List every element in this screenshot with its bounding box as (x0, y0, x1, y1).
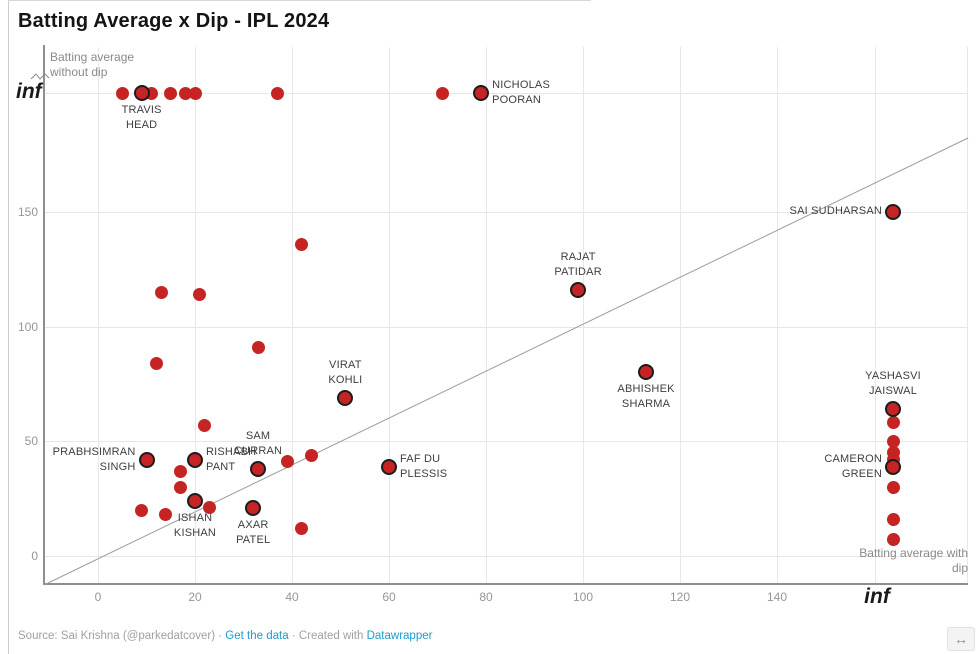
data-point[interactable] (149, 356, 163, 370)
gridline-horizontal (44, 93, 967, 94)
point-label: ABHISHEK SHARMA (617, 383, 675, 411)
data-point[interactable] (135, 503, 149, 517)
x-axis-tick-label: 120 (669, 590, 691, 604)
data-point[interactable] (173, 480, 187, 494)
get-the-data-link[interactable]: Get the data (225, 630, 289, 642)
x-axis-line (43, 583, 968, 585)
gridline-vertical (389, 47, 390, 584)
data-point[interactable] (188, 86, 202, 100)
data-point[interactable] (304, 448, 318, 462)
page-left-border (8, 0, 9, 654)
data-point-yashasvi-jaiswal[interactable] (885, 401, 901, 418)
data-point[interactable] (886, 512, 900, 526)
resize-handle-icon[interactable]: ↔ (947, 627, 975, 651)
data-point-abhishek-sharma[interactable] (638, 364, 655, 381)
data-point-axar-patel[interactable] (245, 499, 262, 516)
data-point-faf-du-plessis[interactable] (381, 458, 397, 475)
data-point[interactable] (886, 416, 900, 430)
footer-attribution: Source: Sai Krishna (@parkedatcover) · G… (18, 630, 432, 642)
data-point-rajat-patidar[interactable] (570, 281, 587, 298)
gridline-vertical (680, 47, 681, 584)
data-point[interactable] (173, 464, 187, 478)
data-point[interactable] (251, 340, 265, 354)
data-point[interactable] (193, 287, 207, 301)
y-axis-tick-label: 50 (24, 434, 38, 449)
data-point-rishabh-pant[interactable] (187, 451, 203, 468)
point-label: VIRAT KOHLI (328, 358, 363, 386)
x-axis-tick-label: 0 (94, 590, 102, 604)
page-top-border (8, 0, 591, 1)
x-axis-tick-label: 140 (766, 590, 788, 604)
gridline-vertical (967, 47, 968, 584)
x-axis-tick-label: 20 (188, 590, 202, 604)
footer-separator: · (291, 630, 296, 642)
point-label: CAMERON GREEN (824, 452, 882, 480)
data-point-nicholas-pooran[interactable] (473, 85, 490, 101)
gridline-vertical (777, 47, 778, 584)
point-label: RISHABH PANT (206, 445, 257, 473)
y-axis-tick-label: 100 (17, 319, 38, 334)
gridline-vertical (98, 47, 99, 584)
x-axis-title: Batting average with dip (859, 546, 968, 575)
data-point[interactable] (280, 455, 294, 469)
data-point[interactable] (435, 86, 449, 100)
data-point[interactable] (178, 86, 192, 100)
data-point-sai-sudharsan[interactable] (885, 203, 901, 220)
y-axis-tick-label: 150 (17, 204, 38, 219)
footer-created-with: Created with (298, 630, 364, 642)
gridline-horizontal (44, 326, 967, 328)
footer-source-text: Source: Sai Krishna (@parkedatcover) (18, 630, 216, 642)
footer-separator: · (218, 630, 223, 642)
data-point-sam-curran[interactable] (250, 460, 267, 477)
chart-title: Batting Average x Dip - IPL 2024 (18, 10, 330, 32)
y-axis-title: Batting average without dip (50, 50, 135, 79)
data-point[interactable] (164, 86, 178, 100)
data-point[interactable] (198, 418, 212, 432)
point-label: YASHASVI JAISWAL (865, 370, 921, 398)
gridline-horizontal (44, 211, 967, 213)
data-point-cameron-green[interactable] (885, 458, 901, 475)
x-axis-tick-label: 60 (382, 590, 396, 604)
data-point-prabhsimran-singh[interactable] (138, 451, 155, 468)
data-point[interactable] (159, 508, 173, 522)
x-axis-tick-label: 80 (479, 590, 493, 604)
data-point[interactable] (203, 501, 217, 515)
gridline-horizontal (44, 441, 967, 443)
point-label: TRAVIS HEAD (121, 104, 162, 131)
data-point[interactable] (886, 533, 900, 547)
y-axis-inf-tick: inf (16, 80, 42, 103)
gridline-vertical (486, 47, 487, 584)
point-label: FAF DU PLESSIS (400, 452, 448, 480)
data-point[interactable] (886, 480, 900, 494)
gridline-vertical (583, 47, 584, 584)
data-point-virat-kohli[interactable] (337, 389, 354, 406)
data-point[interactable] (154, 285, 168, 299)
data-point[interactable] (886, 434, 900, 448)
point-label: PRABHSIMRAN SINGH (52, 445, 136, 473)
y-axis-break-mark (30, 73, 50, 80)
x-axis-tick-label: 100 (572, 590, 594, 604)
data-point[interactable] (295, 521, 309, 535)
datawrapper-link[interactable]: Datawrapper (366, 630, 433, 642)
data-point[interactable] (270, 86, 284, 100)
y-axis-tick-label: 0 (31, 549, 38, 563)
y-axis-line (43, 45, 45, 585)
x-axis-inf-tick: inf (864, 585, 890, 608)
gridline-vertical (292, 47, 293, 584)
gridline-vertical (875, 47, 876, 584)
data-point[interactable] (115, 86, 129, 100)
data-point-ishan-kishan[interactable] (187, 492, 203, 509)
x-axis-tick-label: 40 (285, 590, 299, 604)
data-point[interactable] (295, 237, 309, 251)
data-point-travis-head[interactable] (133, 85, 150, 101)
point-label: RAJAT PATIDAR (554, 250, 602, 278)
